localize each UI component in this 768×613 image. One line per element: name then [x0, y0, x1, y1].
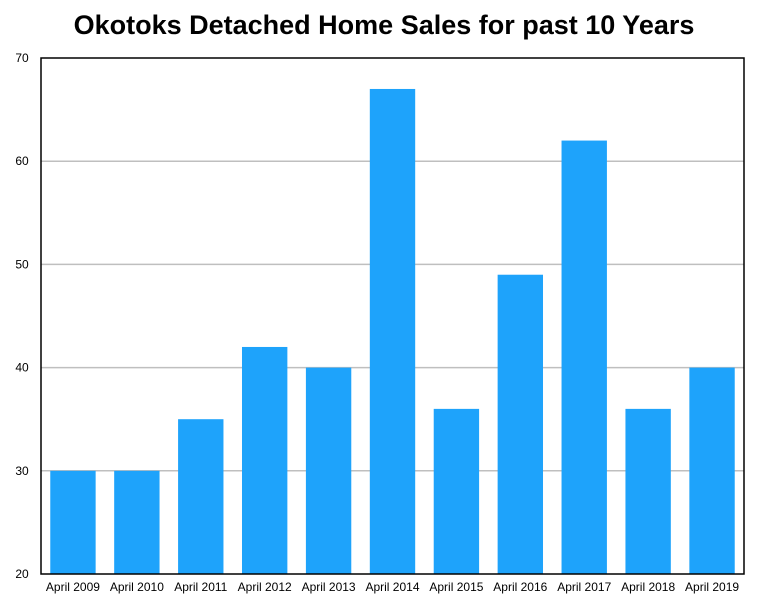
x-axis-ticks: April 2009 April 2010 April 2011 April 2012… — [46, 580, 739, 594]
x-tick-label: April 2012 — [238, 580, 292, 594]
bar — [625, 408, 671, 574]
plot-frame — [40, 57, 745, 575]
bar — [114, 470, 160, 574]
x-tick-label: April 2013 — [302, 580, 356, 594]
bar — [241, 346, 288, 574]
y-tick-label: 50 — [15, 257, 29, 271]
x-tick-label: April 2019 — [685, 580, 739, 594]
x-tick-label: April 2015 — [429, 580, 483, 594]
chart-title: Okotoks Detached Home Sales for past 10 … — [73, 10, 695, 40]
bar — [369, 88, 416, 575]
y-tick-label: 30 — [15, 464, 29, 478]
y-tick-label: 40 — [15, 361, 29, 375]
x-tick-label: April 2018 — [621, 580, 675, 594]
x-tick-label: April 2010 — [110, 580, 164, 594]
bar — [433, 408, 480, 574]
bar — [178, 419, 224, 574]
y-tick-label: 60 — [15, 154, 29, 168]
y-tick-label: 70 — [15, 51, 29, 65]
bar — [50, 470, 96, 574]
bar — [497, 274, 544, 574]
y-axis-ticks: 20 30 40 50 60 70 — [15, 51, 29, 581]
x-tick-label: April 2009 — [46, 580, 100, 594]
bar — [305, 367, 352, 574]
bar — [689, 367, 735, 574]
x-tick-label: April 2011 — [174, 580, 227, 594]
bars — [50, 88, 735, 575]
x-tick-label: April 2014 — [365, 580, 419, 594]
y-tick-label: 20 — [15, 567, 29, 581]
bar — [561, 140, 607, 574]
x-tick-label: April 2017 — [557, 580, 611, 594]
x-tick-label: April 2016 — [493, 580, 547, 594]
